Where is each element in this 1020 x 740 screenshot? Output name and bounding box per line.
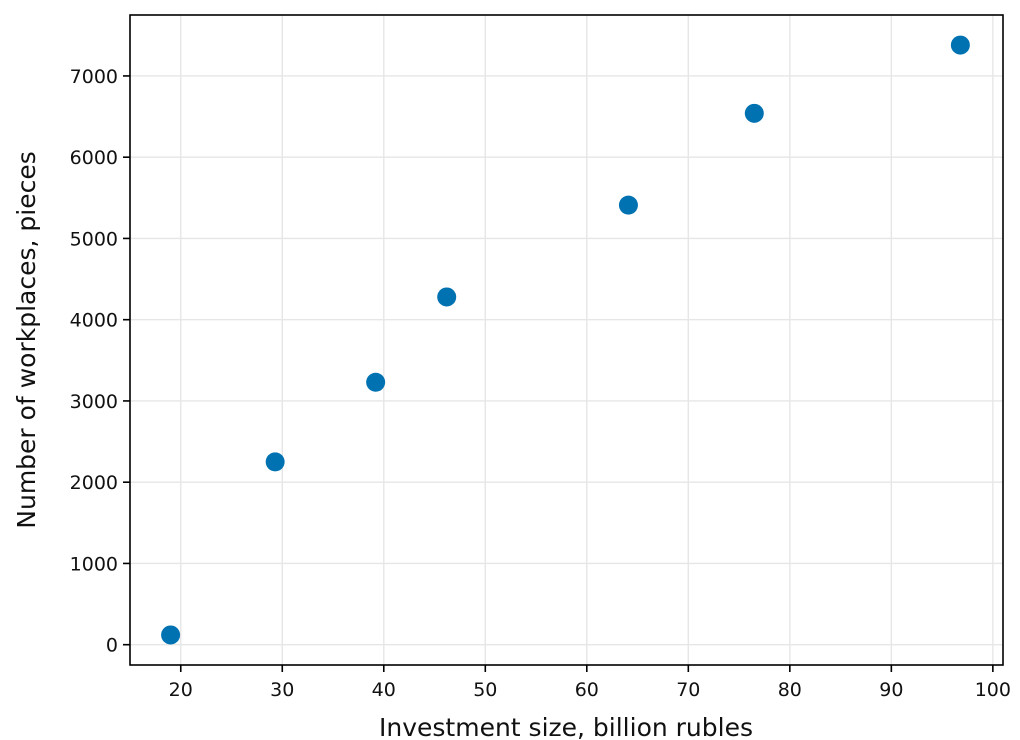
x-tick-label: 70 (676, 679, 700, 701)
y-tick-label: 5000 (70, 228, 118, 250)
data-point (265, 452, 285, 472)
plot-frame (129, 14, 1004, 666)
data-points (161, 35, 970, 645)
data-point (366, 372, 386, 392)
data-point (744, 103, 764, 123)
y-tick-label: 2000 (70, 472, 118, 494)
y-tick-label: 3000 (70, 391, 118, 413)
y-axis-label: Number of workplaces, pieces (12, 151, 41, 528)
x-tick-label: 60 (575, 679, 599, 701)
x-tick-label: 90 (879, 679, 903, 701)
x-tick-label: 80 (778, 679, 802, 701)
axis-ticks: 20 30 40 50 60 70 80 90 100010002000300040005000… (70, 66, 1011, 701)
x-axis-label: Investment size, billion rubles (379, 713, 753, 740)
data-point (161, 625, 181, 645)
x-tick-label: 40 (372, 679, 396, 701)
y-tick-label: 6000 (70, 147, 118, 169)
y-tick-label: 0 (106, 635, 118, 657)
y-tick-label: 4000 (70, 310, 118, 332)
x-tick-label: 100 (975, 679, 1011, 701)
x-tick-label: 50 (473, 679, 497, 701)
data-point (618, 195, 638, 215)
y-tick-label: 1000 (70, 553, 118, 575)
y-tick-label: 7000 (70, 66, 118, 88)
x-tick-label: 20 (169, 679, 193, 701)
x-tick-label: 30 (270, 679, 294, 701)
data-point (437, 287, 457, 307)
grid-lines (130, 15, 1003, 665)
data-point (950, 35, 970, 55)
